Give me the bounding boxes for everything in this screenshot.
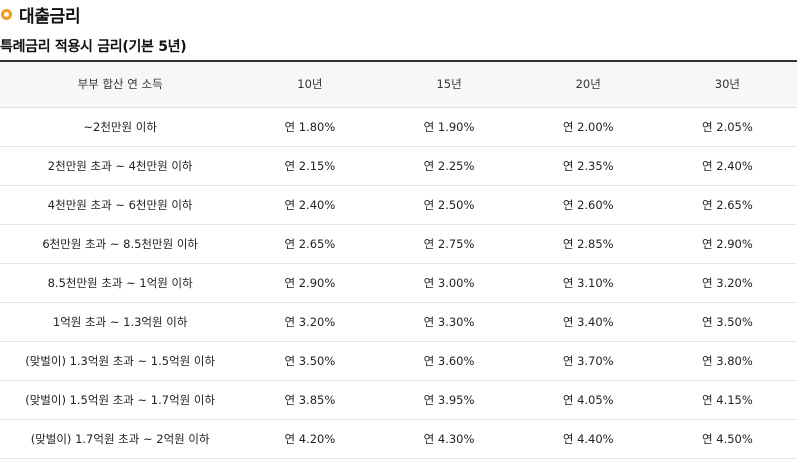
rate-15y-cell: 연 2.25% (379, 146, 519, 186)
header-income: 부부 합산 연 소득 (0, 60, 241, 108)
rate-20y-cell: 연 3.40% (518, 302, 658, 342)
rate-10y-cell: 연 2.90% (240, 263, 380, 303)
rate-30y-cell: 연 4.50% (657, 419, 797, 459)
rate-15y-cell: 연 3.60% (379, 341, 519, 381)
rate-20y-cell: 연 4.40% (518, 419, 658, 459)
table-row: (맞벌이) 1.3억원 초과 ~ 1.5억원 이하 연 3.50% 연 3.60% 연… (0, 341, 797, 381)
rate-10y-cell: 연 2.40% (240, 185, 380, 225)
table-row: (맞벌이) 1.7억원 초과 ~ 2억원 이하 연 4.20% 연 4.30% 연 4… (0, 419, 797, 459)
header-term-20y: 20년 (518, 60, 658, 108)
rate-15y-cell: 연 3.30% (379, 302, 519, 342)
table-header-row: 부부 합산 연 소득 10년 15년 20년 30년 (0, 60, 797, 108)
table-row: 1억원 초과 ~ 1.3억원 이하 연 3.20% 연 3.30% 연 3.40% 연 … (0, 302, 797, 342)
rate-30y-cell: 연 2.05% (657, 107, 797, 147)
income-range-cell: ~2천만원 이하 (0, 107, 241, 147)
circle-bullet-icon (1, 8, 12, 20)
income-range-cell: 2천만원 초과 ~ 4천만원 이하 (0, 146, 241, 186)
table-row: 4천만원 초과 ~ 6천만원 이하 연 2.40% 연 2.50% 연 2.60% 연 … (0, 185, 797, 225)
loan-rate-table: 부부 합산 연 소득 10년 15년 20년 30년 ~2천만원 이하 연 1.8… (0, 60, 797, 459)
rate-20y-cell: 연 4.05% (518, 380, 658, 420)
rate-20y-cell: 연 3.70% (518, 341, 658, 381)
income-range-cell: 8.5천만원 초과 ~ 1억원 이하 (0, 263, 241, 303)
table-body: ~2천만원 이하 연 1.80% 연 1.90% 연 2.00% 연 2.05% 2천만원… (0, 107, 797, 459)
rate-30y-cell: 연 3.80% (657, 341, 797, 381)
rate-20y-cell: 연 3.10% (518, 263, 658, 303)
rate-15y-cell: 연 4.30% (379, 419, 519, 459)
income-range-cell: (맞벌이) 1.7억원 초과 ~ 2억원 이하 (0, 419, 241, 459)
rate-30y-cell: 연 2.90% (657, 224, 797, 264)
rate-15y-cell: 연 1.90% (379, 107, 519, 147)
table-row: 6천만원 초과 ~ 8.5천만원 이하 연 2.65% 연 2.75% 연 2.85%… (0, 224, 797, 264)
rate-20y-cell: 연 2.60% (518, 185, 658, 225)
income-range-cell: (맞벌이) 1.3억원 초과 ~ 1.5억원 이하 (0, 341, 241, 381)
rate-10y-cell: 연 1.80% (240, 107, 380, 147)
header-term-30y: 30년 (657, 60, 797, 108)
rate-15y-cell: 연 2.50% (379, 185, 519, 225)
rate-10y-cell: 연 2.15% (240, 146, 380, 186)
rate-30y-cell: 연 4.15% (657, 380, 797, 420)
rate-10y-cell: 연 3.85% (240, 380, 380, 420)
rate-10y-cell: 연 4.20% (240, 419, 380, 459)
rate-10y-cell: 연 3.20% (240, 302, 380, 342)
section-title: 대출금리 (19, 6, 81, 27)
table-row: 8.5천만원 초과 ~ 1억원 이하 연 2.90% 연 3.00% 연 3.10% 연… (0, 263, 797, 303)
rate-15y-cell: 연 3.95% (379, 380, 519, 420)
rate-20y-cell: 연 2.85% (518, 224, 658, 264)
table-subtitle: 특례금리 적용시 금리(기본 5년) (0, 39, 187, 55)
income-range-cell: 6천만원 초과 ~ 8.5천만원 이하 (0, 224, 241, 264)
rate-10y-cell: 연 3.50% (240, 341, 380, 381)
header-term-10y: 10년 (240, 60, 380, 108)
rate-15y-cell: 연 3.00% (379, 263, 519, 303)
section-header: 대출금리 (0, 2, 81, 27)
table-row: (맞벌이) 1.5억원 초과 ~ 1.7억원 이하 연 3.85% 연 3.95% 연… (0, 380, 797, 420)
rate-30y-cell: 연 2.65% (657, 185, 797, 225)
rate-20y-cell: 연 2.00% (518, 107, 658, 147)
income-range-cell: 1억원 초과 ~ 1.3억원 이하 (0, 302, 241, 342)
rate-30y-cell: 연 3.50% (657, 302, 797, 342)
header-term-15y: 15년 (379, 60, 519, 108)
income-range-cell: 4천만원 초과 ~ 6천만원 이하 (0, 185, 241, 225)
rate-30y-cell: 연 2.40% (657, 146, 797, 186)
rate-30y-cell: 연 3.20% (657, 263, 797, 303)
income-range-cell: (맞벌이) 1.5억원 초과 ~ 1.7억원 이하 (0, 380, 241, 420)
rate-20y-cell: 연 2.35% (518, 146, 658, 186)
table-row: 2천만원 초과 ~ 4천만원 이하 연 2.15% 연 2.25% 연 2.35% 연 … (0, 146, 797, 186)
rate-10y-cell: 연 2.65% (240, 224, 380, 264)
rate-15y-cell: 연 2.75% (379, 224, 519, 264)
table-row: ~2천만원 이하 연 1.80% 연 1.90% 연 2.00% 연 2.05% (0, 107, 797, 147)
